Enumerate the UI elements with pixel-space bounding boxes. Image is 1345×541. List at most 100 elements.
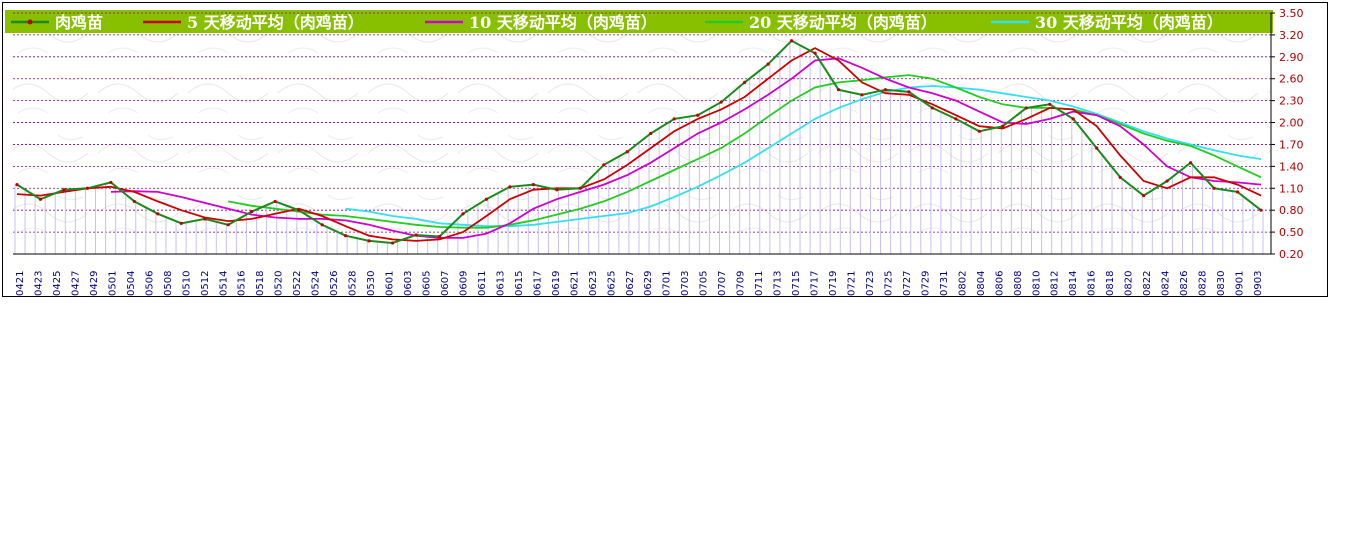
data-point	[930, 106, 934, 110]
x-tick-label: 0613	[495, 271, 506, 296]
data-point	[1024, 106, 1028, 110]
x-tick-label: 0526	[329, 271, 340, 296]
data-point	[1048, 102, 1052, 106]
data-point	[1001, 124, 1005, 128]
legend-label: 5 天移动平均（肉鸡苗）	[187, 13, 364, 32]
x-tick-label: 0802	[957, 271, 968, 296]
x-tick-label: 0627	[625, 271, 636, 296]
x-tick-label: 0423	[33, 271, 44, 296]
x-tick-label: 0711	[754, 271, 765, 296]
x-tick-label: 0510	[181, 271, 192, 296]
x-tick-label: 0429	[89, 271, 100, 296]
y-tick-label: 0.50	[1279, 226, 1304, 239]
data-point	[367, 239, 371, 243]
x-tick-label: 0530	[366, 271, 377, 296]
x-tick-label: 0826	[1179, 271, 1190, 296]
x-tick-label: 0709	[736, 271, 747, 296]
x-tick-label: 0822	[1142, 271, 1153, 296]
y-tick-label: 2.90	[1279, 51, 1304, 64]
series-line-2	[110, 57, 1262, 239]
x-tick-label: 0804	[976, 271, 987, 296]
data-point	[789, 39, 794, 43]
data-point	[1142, 193, 1146, 198]
data-point	[226, 223, 230, 227]
data-point	[85, 186, 90, 190]
data-point	[649, 131, 653, 136]
x-tick-label: 0625	[606, 271, 617, 296]
y-tick-label: 0.20	[1279, 248, 1304, 261]
data-point	[320, 223, 324, 227]
x-tick-label: 0520	[274, 271, 285, 296]
x-tick-label: 0828	[1198, 271, 1209, 296]
x-tick-label: 0501	[107, 271, 118, 296]
x-tick-label: 0820	[1124, 271, 1135, 296]
legend-label: 肉鸡苗	[55, 13, 103, 32]
series-line-0	[16, 39, 1262, 245]
x-tick-label: 0516	[237, 271, 248, 296]
legend-label: 10 天移动平均（肉鸡苗）	[469, 13, 657, 32]
data-point	[203, 217, 207, 221]
data-point	[15, 183, 19, 187]
legend-label: 30 天移动平均（肉鸡苗）	[1035, 13, 1223, 32]
data-point	[484, 197, 489, 201]
x-tick-label: 0601	[385, 271, 396, 296]
x-tick-label: 0721	[846, 271, 857, 296]
x-tick-label: 0701	[662, 271, 673, 296]
x-tick-label: 0425	[52, 271, 63, 296]
x-tick-label: 0421	[15, 271, 26, 296]
y-tick-label: 1.40	[1279, 160, 1304, 173]
x-tick-label: 0723	[865, 271, 876, 296]
series-lines	[15, 39, 1263, 245]
x-tick-label: 0705	[699, 271, 710, 296]
data-point	[625, 150, 629, 154]
data-point	[555, 188, 559, 192]
x-tick-label: 0703	[680, 271, 691, 296]
x-tick-label: 0717	[810, 271, 821, 296]
data-point	[109, 180, 113, 185]
data-point	[437, 234, 442, 239]
x-tick-label: 0617	[532, 271, 543, 296]
x-tick-label: 0810	[1031, 271, 1042, 296]
x-tick-label: 0824	[1161, 271, 1172, 296]
data-point	[344, 234, 348, 238]
data-point	[461, 212, 465, 216]
series-line-1	[16, 47, 1262, 242]
x-tick-label: 0514	[218, 271, 229, 296]
data-point	[1165, 179, 1169, 183]
x-tick-label: 0725	[883, 271, 894, 296]
y-tick-label: 0.80	[1279, 204, 1304, 217]
x-tick-label: 0603	[403, 271, 414, 296]
chart-frame: 肉鸡苗 5 天移动平均（肉鸡苗） 10 天移动平均（肉鸡苗） 20 天移动平均（肉鸡苗…	[2, 2, 1328, 297]
data-point	[766, 62, 770, 66]
data-point	[179, 221, 183, 225]
data-point	[1118, 175, 1122, 179]
y-tick-label: 1.70	[1279, 138, 1304, 151]
x-tick-label: 0713	[773, 271, 784, 296]
x-tick-label: 0901	[1235, 271, 1246, 296]
data-point	[508, 185, 512, 189]
x-tick-label: 0611	[477, 271, 488, 296]
y-tick-label: 3.20	[1279, 29, 1304, 42]
data-point	[907, 90, 911, 94]
data-point	[719, 100, 723, 104]
data-point	[954, 117, 958, 121]
y-tick-label: 3.50	[1279, 7, 1304, 20]
data-point	[578, 186, 582, 190]
data-point	[132, 199, 136, 204]
data-point	[836, 88, 841, 92]
data-point	[977, 129, 981, 133]
data-point	[273, 199, 277, 204]
background-bars	[14, 42, 1264, 254]
data-point	[602, 163, 606, 167]
data-point	[390, 241, 395, 245]
line-chart: 肉鸡苗 5 天移动平均（肉鸡苗） 10 天移动平均（肉鸡苗） 20 天移动平均（肉鸡苗…	[5, 7, 1304, 296]
data-point	[672, 117, 676, 121]
data-point	[1071, 117, 1075, 121]
y-tick-label: 1.10	[1279, 182, 1304, 195]
x-tick-label: 0903	[1253, 271, 1264, 296]
data-point	[696, 113, 700, 117]
x-tick-label: 0615	[514, 271, 525, 296]
legend-bar	[5, 10, 1273, 33]
x-tick-label: 0629	[643, 271, 654, 296]
data-point	[156, 212, 160, 216]
